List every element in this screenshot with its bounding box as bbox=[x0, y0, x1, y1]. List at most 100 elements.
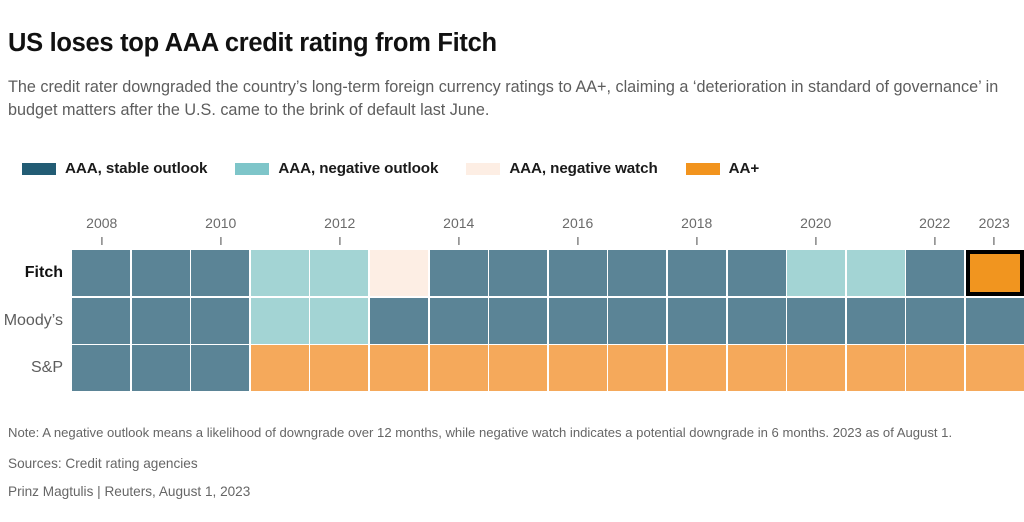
heatmap-cell[interactable] bbox=[548, 345, 607, 391]
heatmap-cell[interactable] bbox=[846, 250, 905, 296]
chart-legend: AAA, stable outlook AAA, negative outlook… bbox=[22, 160, 787, 177]
heatmap-cell[interactable] bbox=[727, 297, 786, 344]
legend-item-negative_outlook[interactable]: AAA, negative outlook bbox=[235, 160, 438, 177]
heatmap-row-moodys: Moody’s bbox=[0, 297, 1024, 344]
page-subtitle: The credit rater downgraded the country’… bbox=[8, 78, 999, 120]
row-label-sp: S&P bbox=[30, 359, 63, 376]
heatmap-cell[interactable] bbox=[608, 297, 667, 344]
legend-swatch-aa_plus bbox=[685, 162, 720, 175]
x-axis-tick-mark bbox=[993, 237, 995, 245]
heatmap-cell[interactable] bbox=[131, 297, 190, 344]
heatmap-cell[interactable] bbox=[310, 250, 369, 296]
x-axis-tick-label: 2014 bbox=[443, 215, 475, 231]
x-axis-tick-mark bbox=[696, 237, 698, 245]
heatmap-row-cells bbox=[72, 345, 1024, 391]
heatmap-cell[interactable] bbox=[131, 345, 190, 391]
x-axis-tick-mark bbox=[934, 237, 936, 245]
legend-swatch-negative_outlook bbox=[235, 162, 270, 175]
heatmap-row-cells bbox=[72, 250, 1024, 296]
heatmap-cell[interactable] bbox=[72, 250, 131, 296]
x-axis-tick-2020: 2020 bbox=[800, 216, 831, 245]
x-axis-tick-label: 2023 bbox=[978, 215, 1010, 231]
page-title: US loses top AAA credit rating from Fitc… bbox=[8, 29, 497, 58]
heatmap-row-sp: S&P bbox=[0, 345, 1024, 391]
heatmap-cell[interactable] bbox=[727, 345, 786, 391]
legend-swatch-negative_watch bbox=[466, 162, 501, 175]
chart-footer: Note: A negative outlook means a likelih… bbox=[8, 424, 1024, 501]
heatmap-cell[interactable] bbox=[906, 297, 965, 344]
x-axis-tick-label: 2022 bbox=[919, 215, 951, 231]
heatmap-cell[interactable] bbox=[846, 345, 905, 391]
heatmap-cell[interactable] bbox=[787, 345, 846, 391]
heatmap-cell[interactable] bbox=[369, 250, 429, 296]
x-axis-tick-mark bbox=[815, 237, 817, 245]
x-axis-tick-2010: 2010 bbox=[205, 216, 236, 245]
legend-item-aa_plus[interactable]: AA+ bbox=[685, 160, 760, 177]
x-axis-tick-2022: 2022 bbox=[919, 216, 950, 245]
heatmap-cell[interactable] bbox=[429, 250, 488, 296]
heatmap-cell[interactable] bbox=[429, 345, 488, 391]
heatmap-cell[interactable] bbox=[191, 345, 250, 391]
x-axis-tick-mark bbox=[101, 237, 103, 245]
x-axis-tick-2014: 2014 bbox=[443, 216, 474, 245]
heatmap-cell[interactable] bbox=[787, 250, 846, 296]
heatmap-cell[interactable] bbox=[250, 250, 309, 296]
heatmap-cell[interactable] bbox=[846, 297, 905, 344]
heatmap-cell[interactable] bbox=[250, 297, 309, 344]
heatmap-chart: Fitch Moody’s S&P bbox=[0, 250, 1024, 393]
row-label-moodys: Moody’s bbox=[3, 311, 63, 329]
x-axis-tick-label: 2020 bbox=[800, 215, 832, 231]
x-axis-tick-2023: 2023 bbox=[979, 216, 1010, 245]
x-axis-tick-2008: 2008 bbox=[86, 216, 117, 245]
legend-item-stable[interactable]: AAA, stable outlook bbox=[22, 160, 207, 177]
heatmap-cell[interactable] bbox=[965, 345, 1024, 391]
heatmap-cell[interactable] bbox=[191, 250, 250, 296]
x-axis-tick-label: 2016 bbox=[562, 215, 594, 231]
legend-label-negative_outlook: AAA, negative outlook bbox=[278, 160, 439, 177]
heatmap-cell[interactable] bbox=[965, 250, 1024, 296]
heatmap-cell[interactable] bbox=[548, 297, 607, 344]
heatmap-cell[interactable] bbox=[727, 250, 786, 296]
heatmap-cell[interactable] bbox=[369, 297, 429, 344]
heatmap-cell[interactable] bbox=[906, 345, 965, 391]
heatmap-cell[interactable] bbox=[429, 297, 488, 344]
x-axis-tick-mark bbox=[220, 237, 222, 245]
heatmap-cell[interactable] bbox=[489, 250, 548, 296]
x-axis-tick-label: 2008 bbox=[86, 215, 118, 231]
heatmap-cell[interactable] bbox=[608, 345, 667, 391]
footnote-sources: Sources: Credit rating agencies bbox=[8, 455, 198, 471]
heatmap-cell[interactable] bbox=[965, 297, 1024, 344]
heatmap-cell[interactable] bbox=[667, 297, 727, 344]
heatmap-cell[interactable] bbox=[608, 250, 667, 296]
heatmap-cell[interactable] bbox=[906, 250, 965, 296]
heatmap-cell[interactable] bbox=[548, 250, 607, 296]
heatmap-cell[interactable] bbox=[489, 297, 548, 344]
heatmap-cell[interactable] bbox=[787, 297, 846, 344]
row-label-fitch: Fitch bbox=[24, 264, 63, 281]
heatmap-cell[interactable] bbox=[667, 345, 727, 391]
x-axis: 2008 2010 2012 2014 2016 2018 2020 2022 2023 bbox=[72, 216, 1024, 248]
heatmap-cell[interactable] bbox=[667, 250, 727, 296]
legend-label-aa_plus: AA+ bbox=[728, 160, 760, 177]
heatmap-cell[interactable] bbox=[310, 345, 369, 391]
x-axis-tick-mark bbox=[339, 237, 341, 245]
legend-item-negative_watch[interactable]: AAA, negative watch bbox=[466, 160, 658, 177]
heatmap-cell[interactable] bbox=[131, 250, 190, 296]
legend-label-negative_watch: AAA, negative watch bbox=[509, 160, 658, 177]
x-axis-tick-2018: 2018 bbox=[681, 216, 712, 245]
heatmap-cell[interactable] bbox=[250, 345, 309, 391]
heatmap-cell[interactable] bbox=[72, 297, 131, 344]
heatmap-cell[interactable] bbox=[191, 297, 250, 344]
heatmap-row-fitch: Fitch bbox=[0, 250, 1024, 296]
heatmap-cell[interactable] bbox=[310, 297, 369, 344]
heatmap-cell[interactable] bbox=[369, 345, 429, 391]
x-axis-tick-mark bbox=[577, 237, 579, 245]
heatmap-cell[interactable] bbox=[489, 345, 548, 391]
legend-label-stable: AAA, stable outlook bbox=[65, 160, 208, 177]
x-axis-tick-2012: 2012 bbox=[324, 216, 355, 245]
heatmap-cell[interactable] bbox=[72, 345, 131, 391]
footnote-note: Note: A negative outlook means a likelih… bbox=[8, 425, 953, 440]
x-axis-tick-mark bbox=[458, 237, 460, 245]
legend-swatch-stable bbox=[22, 162, 56, 175]
